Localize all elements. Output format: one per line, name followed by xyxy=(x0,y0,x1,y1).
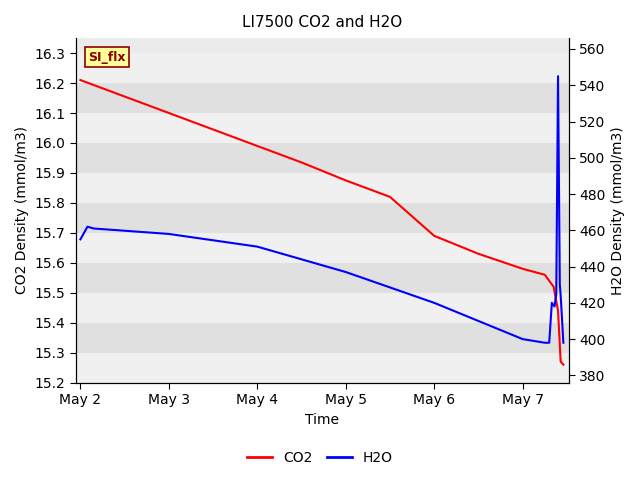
H2O xyxy=(90,226,97,231)
CO2 xyxy=(557,359,564,364)
Bar xyxy=(76,263,569,293)
CO2 xyxy=(77,77,84,83)
CO2 xyxy=(253,143,261,149)
CO2 xyxy=(298,159,305,165)
Bar xyxy=(76,53,569,83)
Legend: CO2, H2O: CO2, H2O xyxy=(242,445,398,471)
H2O xyxy=(84,224,92,229)
Title: LI7500 CO2 and H2O: LI7500 CO2 and H2O xyxy=(242,15,403,30)
Y-axis label: CO2 Density (mmol/m3): CO2 Density (mmol/m3) xyxy=(15,126,29,294)
H2O xyxy=(342,269,349,275)
CO2 xyxy=(519,266,527,272)
Y-axis label: H2O Density (mmol/m3): H2O Density (mmol/m3) xyxy=(611,126,625,295)
H2O xyxy=(554,73,562,79)
H2O xyxy=(559,340,567,346)
H2O xyxy=(430,300,438,306)
CO2 xyxy=(430,233,438,239)
Bar xyxy=(76,83,569,113)
H2O xyxy=(519,336,527,342)
Bar xyxy=(76,353,569,383)
CO2 xyxy=(554,308,562,313)
Line: CO2: CO2 xyxy=(81,80,563,365)
H2O xyxy=(550,303,558,309)
CO2 xyxy=(121,94,129,99)
Line: H2O: H2O xyxy=(81,76,563,343)
CO2 xyxy=(209,127,217,132)
Bar xyxy=(76,173,569,203)
Text: SI_flx: SI_flx xyxy=(88,50,126,63)
CO2 xyxy=(550,284,557,289)
H2O xyxy=(556,282,564,288)
H2O xyxy=(548,300,556,306)
H2O xyxy=(557,293,564,299)
Bar xyxy=(76,233,569,263)
CO2 xyxy=(342,178,349,183)
Bar xyxy=(76,323,569,353)
X-axis label: Time: Time xyxy=(305,413,339,427)
CO2 xyxy=(559,362,567,368)
H2O xyxy=(545,340,553,346)
CO2 xyxy=(165,110,173,116)
Bar xyxy=(76,143,569,173)
H2O xyxy=(541,340,548,346)
Bar xyxy=(76,293,569,323)
Bar xyxy=(76,113,569,143)
CO2 xyxy=(475,251,483,257)
H2O xyxy=(77,237,84,242)
Bar xyxy=(76,203,569,233)
CO2 xyxy=(541,272,548,277)
CO2 xyxy=(386,194,394,200)
H2O xyxy=(552,291,560,297)
H2O xyxy=(165,231,173,237)
H2O xyxy=(253,244,261,250)
